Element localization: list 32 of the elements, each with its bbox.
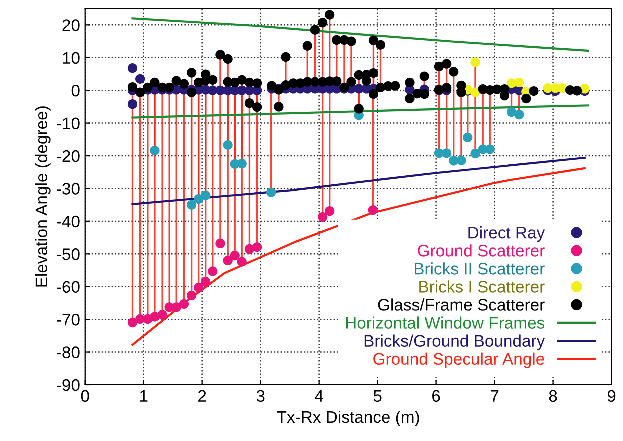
- x-tick-label: 8: [549, 390, 558, 402]
- legend-label: Horizontal Window Frames: [346, 316, 545, 329]
- y-tick-label: 20: [62, 20, 80, 32]
- x-tick-label: 7: [491, 390, 499, 402]
- y-tick-label: -30: [57, 183, 80, 195]
- y-tick-label: -60: [57, 281, 80, 294]
- legend-label: Ground Specular Angle: [374, 352, 544, 368]
- y-tick-label: -10: [57, 118, 80, 130]
- x-tick-label: 1: [140, 390, 148, 402]
- legend-label: Glass/Frame Scatterer: [378, 298, 545, 311]
- legend-label: Ground Scatterer: [418, 244, 545, 257]
- y-axis-title: Elevation Angle (degree): [35, 106, 51, 287]
- x-tick-label: 0: [81, 390, 90, 402]
- x-axis-title: Tx-Rx Distance (m): [277, 410, 420, 426]
- x-tick-label: 2: [198, 390, 206, 402]
- y-tick-label: -70: [57, 314, 80, 326]
- legend-label: Direct Ray: [468, 226, 546, 242]
- y-tick-label: -80: [57, 346, 80, 358]
- legend-label: Bricks/Ground Boundary: [364, 334, 546, 350]
- x-tick-label: 4: [315, 390, 324, 402]
- y-tick-label: -40: [57, 216, 80, 228]
- x-tick-label: 5: [374, 390, 382, 402]
- legend-label: Bricks I Scatterer: [420, 280, 545, 293]
- x-tick-label: 3: [256, 390, 265, 402]
- x-tick-label: 9: [608, 390, 616, 402]
- legend-label: Bricks II Scatterer: [414, 262, 545, 275]
- y-tick-label: -90: [57, 379, 80, 392]
- y-tick-label: 10: [63, 52, 80, 64]
- x-tick-label: 6: [432, 390, 440, 402]
- y-tick-label: 0: [72, 85, 80, 97]
- y-tick-label: -50: [57, 248, 80, 260]
- y-tick-label: -20: [57, 150, 80, 162]
